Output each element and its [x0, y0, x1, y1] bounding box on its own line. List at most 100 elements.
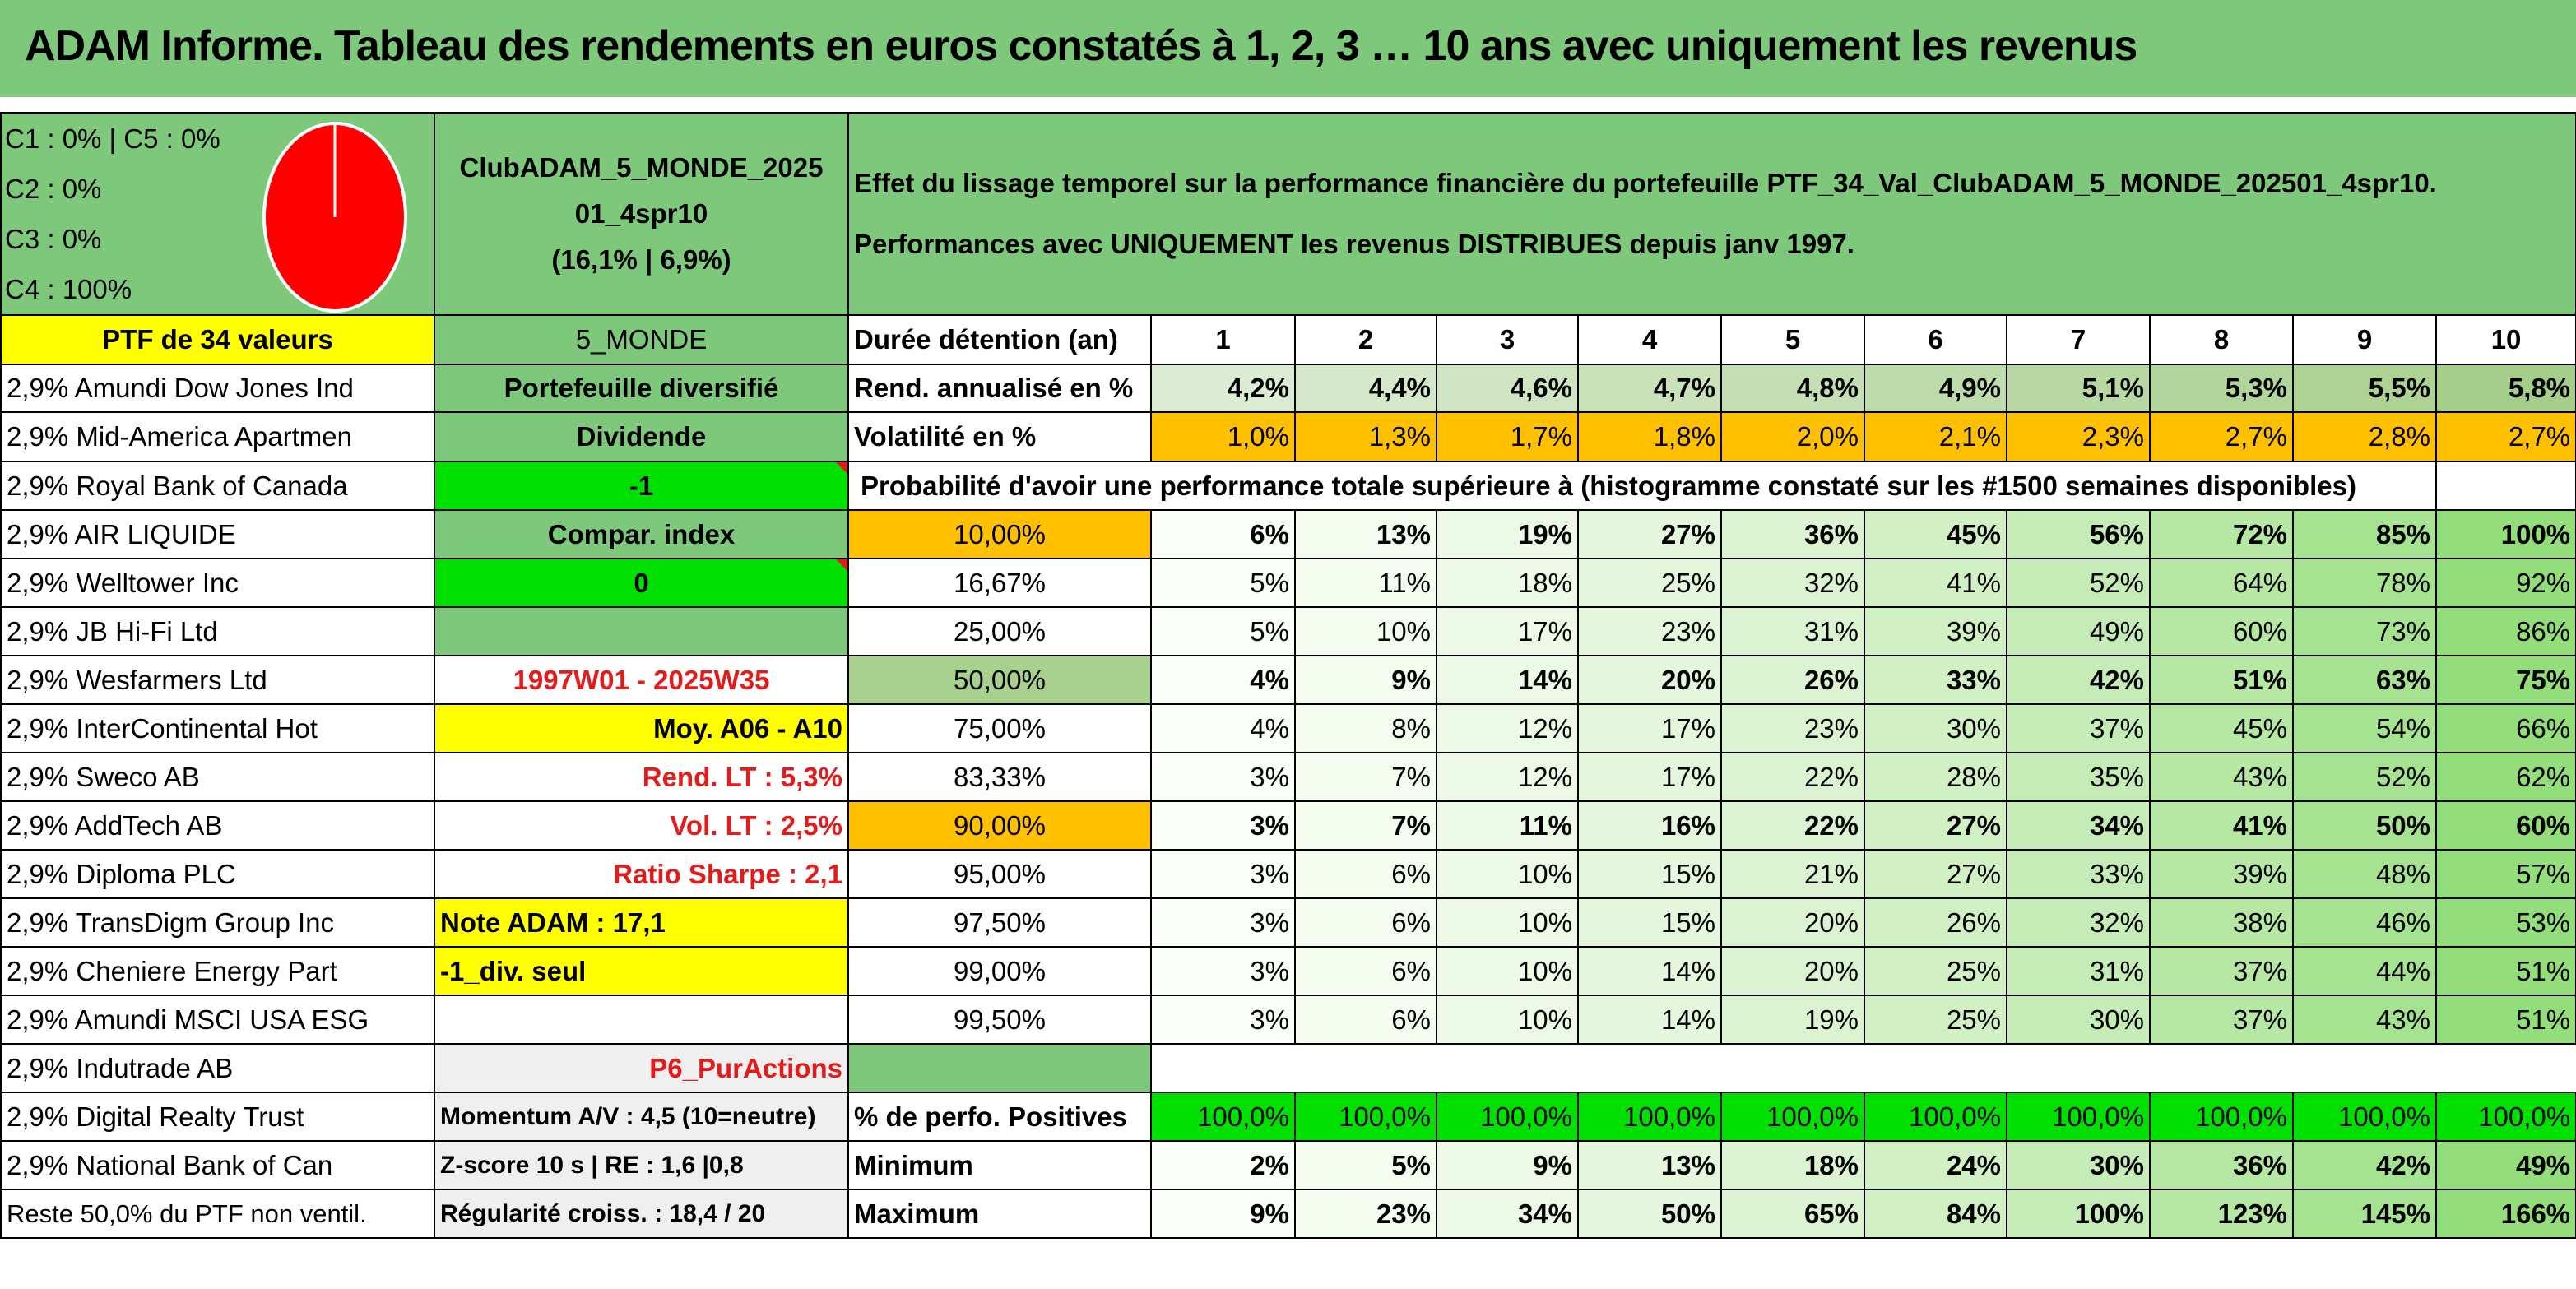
probability-value: 8%	[1294, 703, 1437, 753]
probability-threshold: 99,00%	[847, 946, 1152, 996]
probability-value: 18%	[1436, 558, 1579, 608]
label-vol: Volatilité en %	[847, 411, 1152, 462]
holding-name: 2,9% Wesfarmers Ltd	[0, 655, 435, 705]
holding-name: 2,9% Mid-America Apartmen	[0, 411, 435, 462]
probability-value: 51%	[2149, 655, 2294, 705]
probability-value: 60%	[2149, 606, 2294, 656]
info-cell: Z-score 10 s | RE : 1,6 |0,8	[434, 1140, 849, 1190]
probability-value: 78%	[2292, 558, 2437, 608]
positive-value: 100,0%	[2292, 1092, 2437, 1142]
info-cell: P6_PurActions	[434, 1043, 849, 1093]
table-row: 2,9% TransDigm Group Inc Note ADAM : 17,1…	[0, 897, 2576, 948]
probability-value: 73%	[2292, 606, 2437, 656]
year-header: 10	[2434, 314, 2576, 365]
year-header: 4	[1577, 314, 1722, 365]
maximum-value: 123%	[2149, 1189, 2294, 1239]
allocation-c3: C3 : 0%	[5, 224, 102, 254]
holding-name: 2,9% Indutrade AB	[0, 1043, 435, 1093]
probability-value: 38%	[2149, 897, 2294, 948]
holding-name: Reste 50,0% du PTF non ventil.	[0, 1189, 435, 1239]
probability-value: 35%	[2006, 752, 2151, 802]
probability-threshold: 99,50%	[847, 995, 1152, 1045]
probability-value: 46%	[2292, 897, 2437, 948]
vol-value: 1,3%	[1294, 411, 1437, 462]
vol-value: 2,7%	[2149, 411, 2294, 462]
probability-value: 28%	[1864, 752, 2007, 802]
probability-value: 16%	[1577, 800, 1722, 851]
table-row: 2,9% Amundi MSCI USA ESG 99,50% 3% 6% 10% 14%…	[0, 995, 2576, 1045]
probability-value: 30%	[1864, 703, 2007, 753]
probability-value: 27%	[1864, 800, 2007, 851]
rend-value: 4,8%	[1720, 364, 1865, 413]
maximum-value: 145%	[2292, 1189, 2437, 1239]
maximum-value: 100%	[2006, 1189, 2151, 1239]
spacer-cell	[847, 1043, 1152, 1093]
empty-cell	[1151, 1044, 2576, 1092]
probability-value: 86%	[2434, 606, 2576, 656]
holding-name: 2,9% Sweco AB	[0, 752, 435, 802]
table-row: 2,9% Indutrade AB P6_PurActions	[0, 1043, 2576, 1093]
holding-name: 2,9% JB Hi-Fi Ltd	[0, 606, 435, 656]
year-header: 1	[1150, 314, 1296, 365]
label-maximum: Maximum	[847, 1189, 1152, 1239]
allocation-c4: C4 : 100%	[5, 274, 132, 304]
probability-value: 9%	[1294, 655, 1437, 705]
probability-value: 41%	[2149, 800, 2294, 851]
maximum-value: 9%	[1150, 1189, 1296, 1239]
table-row: 2,9% Welltower Inc 0 16,67% 5% 11% 18% 25% 32% 4…	[0, 558, 2576, 608]
table-row: 2,9% JB Hi-Fi Ltd 25,00% 5% 10% 17% 23% 31% 39%…	[0, 606, 2576, 656]
empty-cell	[2434, 461, 2576, 511]
probability-value: 23%	[1577, 606, 1722, 656]
positive-value: 100,0%	[2149, 1092, 2294, 1142]
table-row: 2,9% Cheniere Energy Part -1_div. seul 99,…	[0, 946, 2576, 996]
probability-value: 3%	[1150, 995, 1296, 1045]
probability-value: 50%	[2292, 800, 2437, 851]
portfolio-name-line2: 01_4spr10	[574, 198, 708, 229]
probability-value: 42%	[2006, 655, 2151, 705]
probability-value: 45%	[1864, 509, 2007, 559]
holding-name: 2,9% National Bank of Can	[0, 1140, 435, 1190]
probability-value: 100%	[2434, 509, 2576, 559]
table-body: C1 : 0% | C5 : 0% C2 : 0% C3 : 0% C4 : 1…	[0, 112, 2576, 1239]
probability-value: 7%	[1294, 800, 1437, 851]
year-header: 2	[1294, 314, 1437, 365]
probability-value: 17%	[1436, 606, 1579, 656]
table-row: 2,9% Wesfarmers Ltd 1997W01 - 2025W35 50,0…	[0, 655, 2576, 705]
table-row: PTF de 34 valeurs 5_MONDE Durée détention …	[0, 314, 2576, 365]
probability-threshold: 97,50%	[847, 897, 1152, 948]
portfolio-stats: (16,1% | 6,9%)	[551, 244, 731, 275]
probability-value: 3%	[1150, 897, 1296, 948]
probability-value: 12%	[1436, 703, 1579, 753]
label-positive: % de perfo. Positives	[847, 1092, 1152, 1142]
probability-value: 30%	[2006, 995, 2151, 1045]
positive-value: 100,0%	[1864, 1092, 2007, 1142]
probability-value: 19%	[1720, 995, 1865, 1045]
probability-threshold: 95,00%	[847, 849, 1152, 899]
probability-value: 52%	[2006, 558, 2151, 608]
probability-threshold: 16,67%	[847, 558, 1152, 608]
info-cell: 1997W01 - 2025W35	[434, 655, 849, 705]
probability-value: 10%	[1294, 606, 1437, 656]
holding-name: 2,9% TransDigm Group Inc	[0, 897, 435, 948]
probability-value: 60%	[2434, 800, 2576, 851]
probability-value: 22%	[1720, 752, 1865, 802]
probability-value: 10%	[1436, 946, 1579, 996]
table-row: 2,9% Diploma PLC Ratio Sharpe : 2,1 95,00%…	[0, 849, 2576, 899]
probability-value: 49%	[2006, 606, 2151, 656]
vol-value: 1,8%	[1577, 411, 1722, 462]
probability-value: 17%	[1577, 703, 1722, 753]
info-cell: Momentum A/V : 4,5 (10=neutre)	[434, 1092, 849, 1142]
probability-value: 14%	[1577, 946, 1722, 996]
probability-value: 4%	[1150, 703, 1296, 753]
info-cell: Vol. LT : 2,5%	[434, 800, 849, 851]
info-cell: Régularité croiss. : 18,4 / 20	[434, 1189, 849, 1239]
table-row: 2,9% National Bank of Can Z-score 10 s | …	[0, 1140, 2576, 1190]
probability-value: 12%	[1436, 752, 1579, 802]
probability-value: 75%	[2434, 655, 2576, 705]
probability-value: 31%	[1720, 606, 1865, 656]
probability-threshold: 75,00%	[847, 703, 1152, 753]
probability-threshold: 10,00%	[847, 509, 1152, 559]
probability-value: 26%	[1864, 897, 2007, 948]
holding-name: 2,9% Amundi Dow Jones Ind	[0, 364, 435, 413]
vol-value: 2,1%	[1864, 411, 2007, 462]
